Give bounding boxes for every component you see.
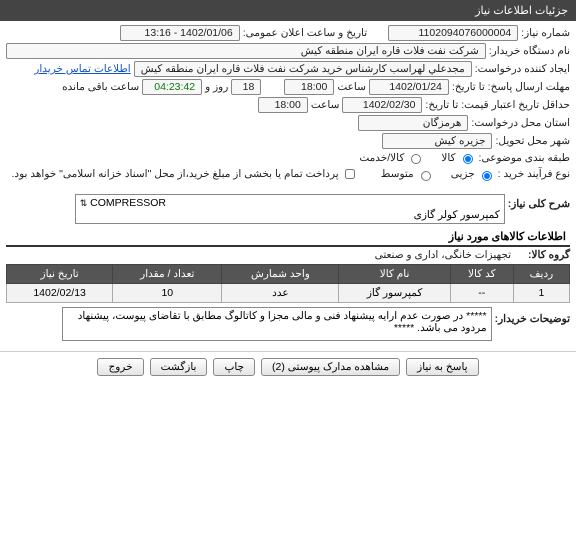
td-3: عدد (222, 284, 339, 303)
td-5: 1402/02/13 (7, 284, 113, 303)
table-row: 1 -- کمپرسور گاز عدد 10 1402/02/13 (7, 284, 570, 303)
td-4: 10 (113, 284, 222, 303)
buyer-notes-label: توضیحات خریدار: (495, 307, 570, 325)
creator-label: ایجاد کننده درخواست: (475, 63, 570, 75)
req-loc-label: استان محل درخواست: (471, 117, 570, 129)
cat-kala-label: کالا (441, 152, 455, 164)
desc-line1: COMPRESSOR (90, 197, 166, 209)
pub-date-value: 1402/01/06 - 13:16 (120, 25, 240, 41)
desc-line2: کمپرسور کولر گازی (80, 209, 500, 221)
type-small-radio[interactable] (482, 171, 492, 181)
panel-header: جزئیات اطلاعات نیاز (0, 0, 576, 21)
resp-deadline-label: مهلت ارسال پاسخ: تا تاریخ: (452, 81, 570, 93)
group-value: تجهیزات خانگی، اداری و صنعتی (375, 249, 511, 261)
pub-date-label: تاریخ و ساعت اعلان عمومی: (243, 27, 367, 39)
deliv-loc-label: شهر محل تحویل: (495, 135, 570, 147)
type-med-radio[interactable] (421, 171, 431, 181)
desc-label: شرح کلی نیاز: (508, 194, 570, 210)
req-loc-value: هرمزگان (358, 115, 468, 131)
buyer-notes-text[interactable]: ***** در صورت عدم ارایه پیشنهاد فنی و ما… (62, 307, 492, 341)
print-button[interactable]: چاپ (213, 358, 255, 376)
cat-kala-radio[interactable] (463, 154, 473, 164)
resp-date-value: 1402/01/24 (369, 79, 449, 95)
items-section-title: اطلاعات کالاهای مورد نیاز (6, 228, 570, 247)
th-0: ردیف (513, 265, 569, 284)
valid-date-value: 1402/02/30 (342, 97, 422, 113)
remain-time-value: 04:23:42 (142, 79, 202, 95)
cat-service-radio[interactable] (411, 154, 421, 164)
th-4: تعداد / مقدار (113, 265, 222, 284)
exit-button[interactable]: خروج (97, 358, 143, 376)
purchase-type-label: نوع فرآیند خرید : (498, 168, 570, 180)
contact-link[interactable]: اطلاعات تماس خریدار (34, 63, 130, 75)
th-5: تاریخ نیاز (7, 265, 113, 284)
back-button[interactable]: بازگشت (150, 358, 208, 376)
pay-note-check[interactable] (345, 169, 355, 179)
td-1: -- (450, 284, 513, 303)
type-small-label: جزیی (451, 168, 475, 180)
time-label-1: ساعت (337, 81, 366, 93)
buyer-org-label: نام دستگاه خریدار: (489, 45, 570, 57)
respond-button[interactable]: پاسخ به نیاز (406, 358, 478, 376)
resp-time-value: 18:00 (284, 79, 334, 95)
deliv-loc-value: جزیره کیش (382, 133, 492, 149)
valid-time-value: 18:00 (258, 97, 308, 113)
td-2: کمپرسور گاز (339, 284, 450, 303)
th-1: کد کالا (450, 265, 513, 284)
req-no-value: 1102094076000004 (388, 25, 518, 41)
group-label: گروه کالا: (528, 249, 570, 261)
cat-service-label: کالا/خدمت (359, 152, 404, 164)
req-no-label: شماره نیاز: (521, 27, 570, 39)
subj-cat-label: طبقه بندی موضوعی: (479, 152, 570, 164)
valid-until-label: حداقل تاریخ اعتبار قیمت: تا تاریخ: (425, 99, 570, 111)
footer-buttons: پاسخ به نیاز مشاهده مدارک پیوستی (2) چاپ… (0, 351, 576, 382)
desc-textarea[interactable]: ⇅ COMPRESSOR کمپرسور کولر گازی (75, 194, 505, 224)
days-value: 18 (231, 79, 261, 95)
days-label: روز و (205, 81, 228, 93)
panel-title: جزئیات اطلاعات نیاز (475, 5, 568, 17)
time-label-2: ساعت (311, 99, 340, 111)
pay-note-label: پرداخت تمام یا بخشی از مبلغ خرید،از محل … (12, 168, 339, 180)
items-table: ردیف کد کالا نام کالا واحد شمارش تعداد /… (6, 264, 570, 303)
creator-value: مجدعلي لهراسب کارشناس خرید شرکت نفت فلات… (134, 61, 472, 77)
th-2: نام کالا (339, 265, 450, 284)
remain-time-label: ساعت باقی مانده (62, 81, 139, 93)
attachments-button[interactable]: مشاهده مدارک پیوستی (2) (261, 358, 400, 376)
th-3: واحد شمارش (222, 265, 339, 284)
td-0: 1 (513, 284, 569, 303)
type-med-label: متوسط (381, 168, 414, 180)
buyer-org-value: شرکت نفت فلات قاره ایران منطقه کیش (6, 43, 486, 59)
